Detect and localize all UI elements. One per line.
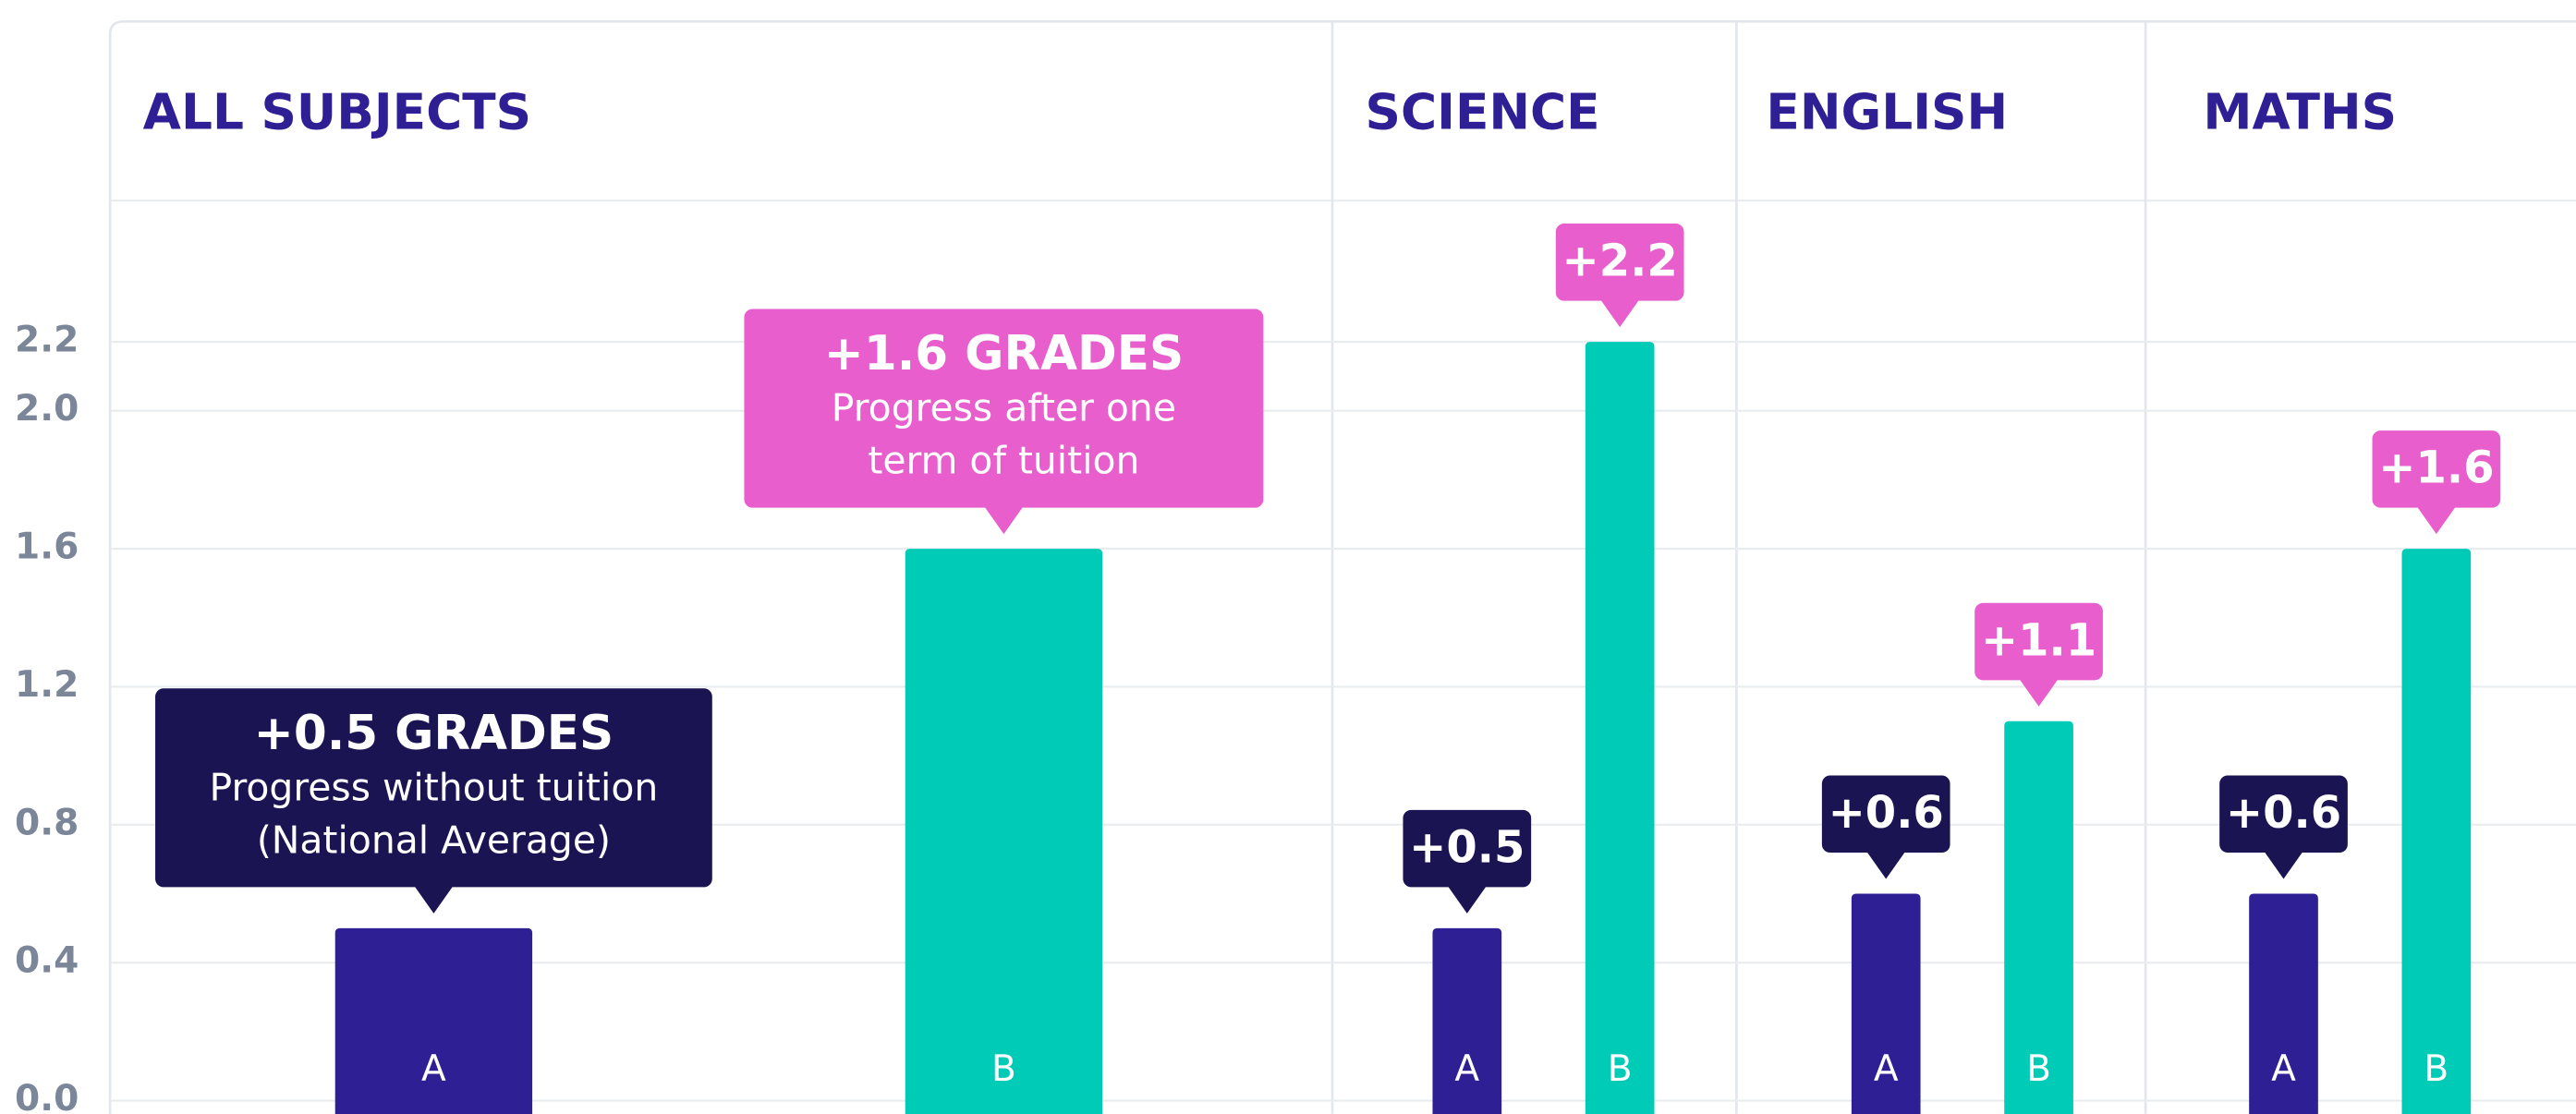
- bar: [2004, 720, 2073, 1114]
- value-label-pointer: [2264, 851, 2303, 879]
- value-label-pointer: [1447, 885, 1488, 914]
- value-label-box: [1403, 809, 1532, 888]
- bar: [1851, 893, 1921, 1114]
- y-tick-label: 1.2: [15, 664, 79, 706]
- y-tick-label: 2.0: [15, 388, 79, 430]
- value-label-box: [744, 309, 1264, 508]
- value-label-pointer: [1865, 851, 1906, 879]
- value-label-pointer: [984, 505, 1024, 535]
- bar: [1432, 927, 1502, 1114]
- value-label: +0.6: [2226, 787, 2341, 839]
- value-note: (National Average): [257, 817, 611, 862]
- bar: [1585, 342, 1655, 1114]
- y-tick-label: 0.4: [15, 940, 79, 982]
- panel-frame: [108, 20, 2576, 1114]
- value-label-pointer: [2416, 505, 2457, 535]
- value-label: +1.1: [1981, 614, 2096, 666]
- value-label-box: [2372, 430, 2501, 508]
- category-label: B: [991, 1048, 1016, 1090]
- panel-title: MATHS: [2203, 82, 2397, 140]
- value-label: +1.6 GRADES: [824, 326, 1184, 381]
- value-label: +2.2: [1562, 236, 1678, 287]
- value-label: +0.5 GRADES: [254, 706, 614, 761]
- category-label: A: [1874, 1048, 1899, 1090]
- value-label-box: [155, 688, 712, 888]
- value-label-pointer: [2019, 678, 2059, 707]
- y-tick-label: 0.8: [15, 802, 79, 843]
- bar: [905, 549, 1103, 1114]
- category-label: A: [2271, 1048, 2296, 1090]
- bar: [2401, 549, 2472, 1114]
- value-label-box: [1821, 775, 1950, 854]
- bar: [2249, 893, 2318, 1114]
- value-label: +0.5: [1409, 821, 1525, 873]
- value-label: +1.6: [2378, 442, 2494, 494]
- value-note: term of tuition: [868, 439, 1139, 483]
- value-note: Progress without tuition: [210, 765, 659, 809]
- value-label-pointer: [1599, 298, 1640, 328]
- y-tick-label: 1.6: [15, 527, 79, 568]
- panel-title: ALL SUBJECTS: [143, 82, 531, 140]
- value-label-box: [1555, 224, 1684, 301]
- value-note: Progress after one: [832, 386, 1176, 430]
- category-label: B: [2026, 1048, 2051, 1090]
- category-label: B: [2424, 1048, 2448, 1090]
- y-tick-label: 2.2: [15, 320, 79, 361]
- value-label: +0.6: [1829, 787, 1944, 839]
- category-label: A: [421, 1048, 446, 1090]
- value-label-box: [1975, 602, 2103, 681]
- value-label-pointer: [414, 885, 454, 914]
- value-label-box: [2219, 775, 2348, 854]
- category-label: B: [1608, 1048, 1633, 1090]
- y-tick-label: 0.0: [15, 1078, 79, 1114]
- panel-title: ENGLISH: [1766, 82, 2008, 140]
- panel-title: SCIENCE: [1366, 82, 1600, 140]
- bar: [334, 927, 533, 1114]
- category-label: A: [1454, 1048, 1479, 1090]
